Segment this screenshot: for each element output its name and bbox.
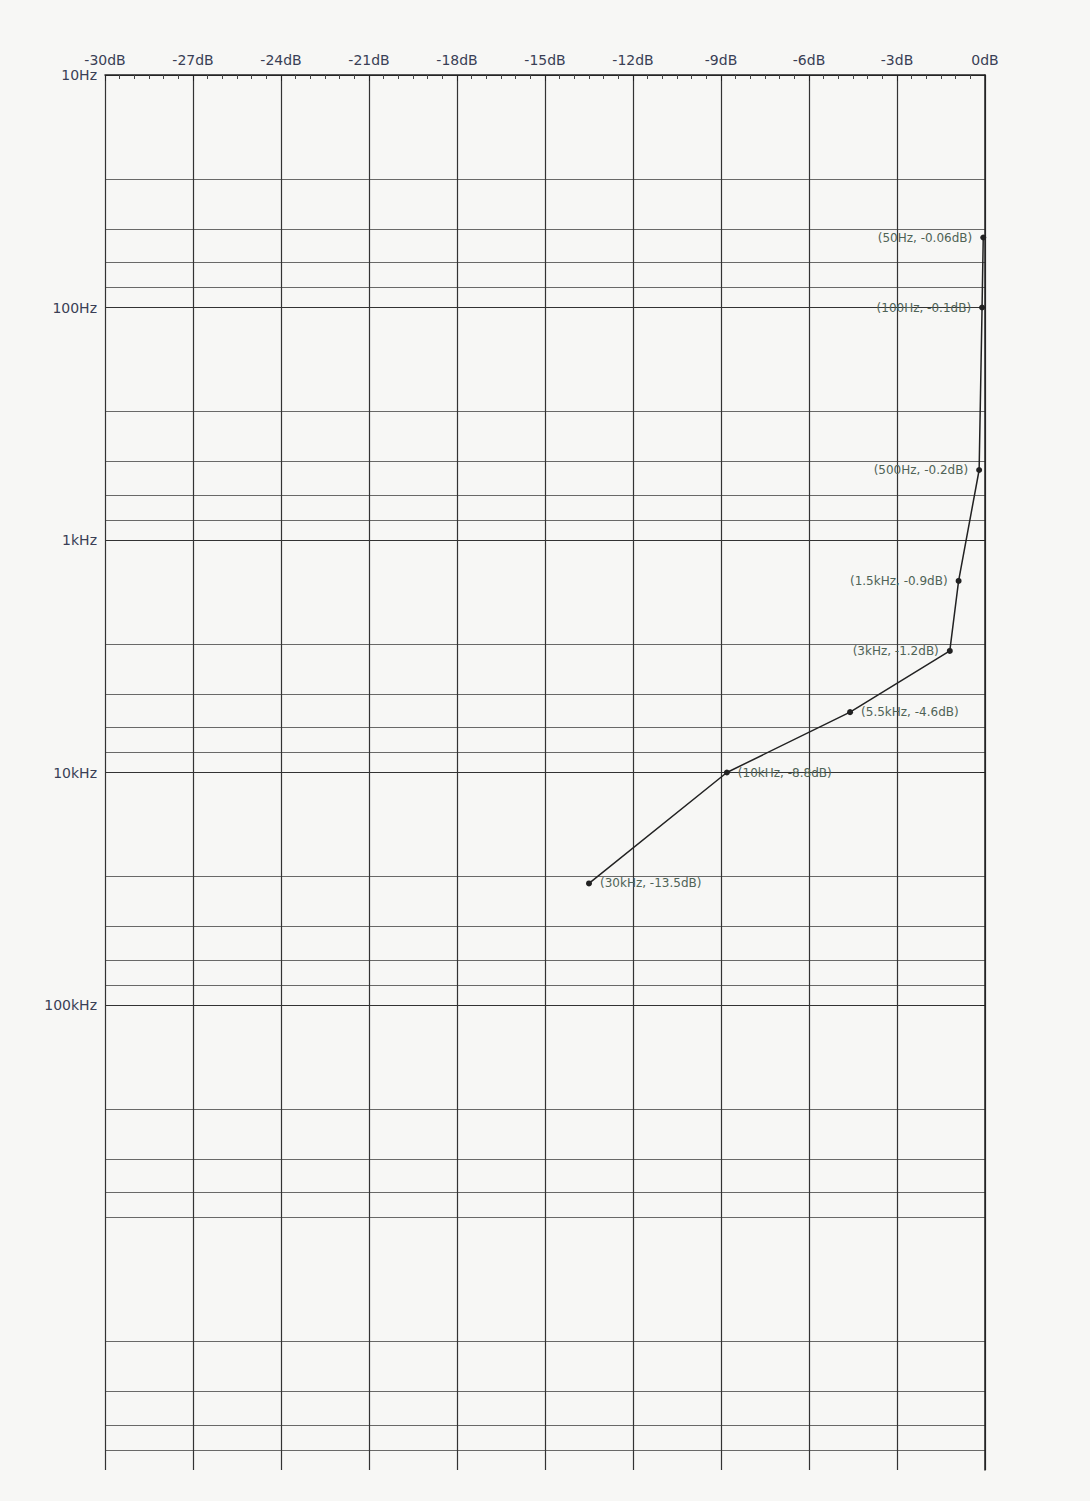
svg-text:100kHz: 100kHz <box>44 997 97 1013</box>
svg-text:10Hz: 10Hz <box>61 67 97 83</box>
svg-text:(100Hz, -0.1dB): (100Hz, -0.1dB) <box>877 301 971 315</box>
svg-text:10kHz: 10kHz <box>53 765 97 781</box>
svg-text:(500Hz, -0.2dB): (500Hz, -0.2dB) <box>874 463 968 477</box>
svg-text:1kHz: 1kHz <box>62 532 97 548</box>
svg-text:100Hz: 100Hz <box>52 300 97 316</box>
svg-text:-30dB: -30dB <box>84 52 125 68</box>
svg-text:-15dB: -15dB <box>524 52 565 68</box>
svg-text:-27dB: -27dB <box>172 52 213 68</box>
svg-text:-18dB: -18dB <box>436 52 477 68</box>
svg-text:(1.5kHz, -0.9dB): (1.5kHz, -0.9dB) <box>850 574 948 588</box>
svg-text:(30kHz, -13.5dB): (30kHz, -13.5dB) <box>600 876 701 890</box>
svg-text:(10kHz, -8.8dB): (10kHz, -8.8dB) <box>738 766 832 780</box>
svg-text:-9dB: -9dB <box>705 52 737 68</box>
svg-text:(50Hz, -0.06dB): (50Hz, -0.06dB) <box>878 231 972 245</box>
svg-text:-6dB: -6dB <box>793 52 825 68</box>
svg-text:0dB: 0dB <box>971 52 998 68</box>
svg-text:(5.5kHz, -4.6dB): (5.5kHz, -4.6dB) <box>861 705 959 719</box>
svg-text:-24dB: -24dB <box>260 52 301 68</box>
svg-text:-12dB: -12dB <box>612 52 653 68</box>
svg-text:(3kHz, -1.2dB): (3kHz, -1.2dB) <box>853 644 939 658</box>
svg-text:-21dB: -21dB <box>348 52 389 68</box>
svg-text:-3dB: -3dB <box>881 52 913 68</box>
